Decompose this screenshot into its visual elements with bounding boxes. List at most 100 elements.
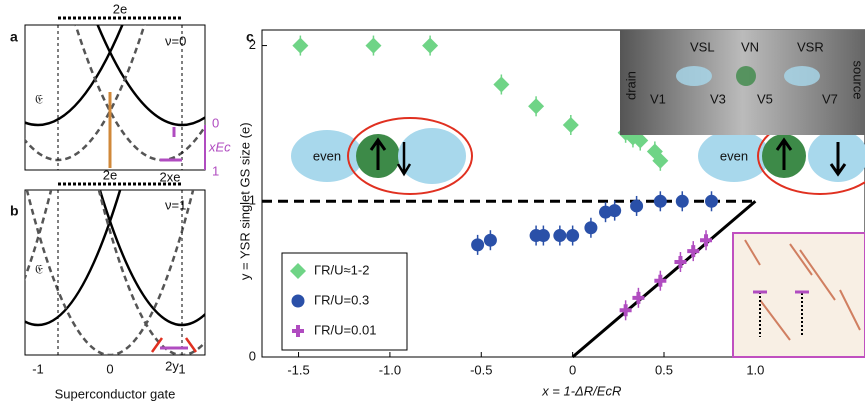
panel-label: a bbox=[10, 29, 18, 45]
y-tick-label: 1 bbox=[249, 193, 256, 208]
plot-c: -1.5 -1.0 -0.5 0 0.5 1.0 0 1 2 x = 1-ΔR/EcR y = YS… bbox=[237, 29, 865, 398]
arrow bbox=[369, 137, 387, 170]
axis-label: 𝔈 bbox=[35, 91, 43, 106]
label: 2y bbox=[165, 358, 179, 373]
x-tick-label: -1.5 bbox=[287, 362, 309, 377]
label: VSR bbox=[797, 39, 824, 54]
label: xEc bbox=[208, 139, 231, 154]
point bbox=[290, 263, 306, 279]
label: even bbox=[720, 148, 748, 163]
label: 1 bbox=[212, 163, 219, 178]
marker bbox=[759, 292, 803, 337]
panel-label: b bbox=[10, 203, 19, 219]
frame bbox=[24, 189, 206, 356]
point bbox=[705, 194, 719, 208]
curve bbox=[97, 190, 205, 355]
tick-label: -1 bbox=[32, 361, 44, 376]
x-tick-label: 0.5 bbox=[655, 362, 673, 377]
label: VN bbox=[741, 39, 759, 54]
label: V5 bbox=[757, 91, 773, 106]
point bbox=[528, 98, 545, 115]
curve bbox=[25, 25, 146, 162]
point bbox=[675, 194, 689, 208]
point bbox=[700, 234, 713, 247]
label: even bbox=[313, 148, 341, 163]
point bbox=[608, 204, 622, 218]
point bbox=[292, 37, 309, 54]
label: 0 bbox=[212, 115, 219, 130]
point bbox=[584, 221, 598, 235]
x-tick-label: -1.0 bbox=[379, 362, 401, 377]
photo-inset: drain source VSL VN VSR V1 V3 V5 V7 bbox=[620, 30, 865, 135]
y-tick-label: 0 bbox=[249, 348, 256, 363]
label: V3 bbox=[710, 91, 726, 106]
frame bbox=[24, 24, 206, 171]
arrow bbox=[396, 142, 412, 177]
label: ν=1 bbox=[165, 197, 186, 212]
label: drain bbox=[623, 71, 638, 100]
label: V1 bbox=[650, 91, 666, 106]
x-tick-label: 1.0 bbox=[746, 362, 764, 377]
dot bbox=[676, 66, 712, 86]
curve bbox=[96, 25, 205, 127]
dot bbox=[784, 66, 820, 86]
point bbox=[365, 37, 382, 54]
point bbox=[652, 152, 669, 169]
panel-b: 2e ν=1 𝔈 2y -1 0 1 Superconductor gate bbox=[24, 167, 206, 401]
point bbox=[619, 304, 632, 317]
panel-label: c bbox=[246, 29, 254, 45]
point bbox=[674, 256, 687, 269]
curve bbox=[25, 25, 124, 127]
point bbox=[422, 37, 439, 54]
map-inset bbox=[732, 232, 865, 358]
legend-label: ΓR/U=0.01 bbox=[314, 322, 376, 337]
blob bbox=[398, 128, 466, 184]
point bbox=[630, 199, 644, 213]
axis-label: Superconductor gate bbox=[55, 386, 176, 401]
dot bbox=[736, 66, 756, 86]
axis-label: 𝔈 bbox=[35, 261, 43, 276]
plot-frame bbox=[261, 29, 865, 358]
label: 2xe bbox=[160, 169, 181, 184]
label: 2e bbox=[113, 1, 127, 16]
curve bbox=[25, 190, 195, 355]
label: ν=0 bbox=[165, 33, 186, 48]
point bbox=[483, 233, 497, 247]
blob bbox=[291, 130, 363, 182]
point bbox=[632, 132, 649, 149]
feature bbox=[744, 239, 861, 341]
point bbox=[562, 116, 579, 133]
point bbox=[687, 245, 700, 258]
x-tick-label: -0.5 bbox=[470, 362, 492, 377]
arrow bbox=[829, 142, 847, 177]
y-axis-label: y = YSR singlet GS size (e) bbox=[237, 122, 252, 280]
point bbox=[291, 294, 305, 308]
point bbox=[292, 325, 304, 337]
point bbox=[566, 229, 580, 243]
point bbox=[654, 274, 667, 287]
tick-label: 0 bbox=[106, 361, 113, 376]
point bbox=[553, 229, 567, 243]
point bbox=[632, 291, 645, 304]
legend-label: ΓR/U=0.3 bbox=[314, 292, 369, 307]
x-tick-label: 0 bbox=[569, 362, 576, 377]
point bbox=[536, 229, 550, 243]
state-diagram: even even bbox=[291, 117, 865, 195]
label: V7 bbox=[822, 91, 838, 106]
x-axis-label: x = 1-ΔR/EcR bbox=[541, 383, 621, 398]
arrow bbox=[775, 137, 793, 170]
point bbox=[471, 238, 485, 252]
label: 2e bbox=[103, 167, 117, 182]
curve bbox=[25, 190, 53, 281]
panel-a: 2e ν=0 𝔈 0 xEc 1 2xe bbox=[24, 1, 231, 184]
blob bbox=[698, 130, 770, 182]
point bbox=[493, 76, 510, 93]
legend-label: ΓR/U≈1-2 bbox=[314, 262, 369, 277]
curve bbox=[25, 190, 122, 326]
label: source bbox=[851, 60, 865, 99]
outline bbox=[347, 117, 473, 195]
point bbox=[653, 194, 667, 208]
tick-label: 1 bbox=[178, 361, 185, 376]
label: VSL bbox=[690, 39, 715, 54]
